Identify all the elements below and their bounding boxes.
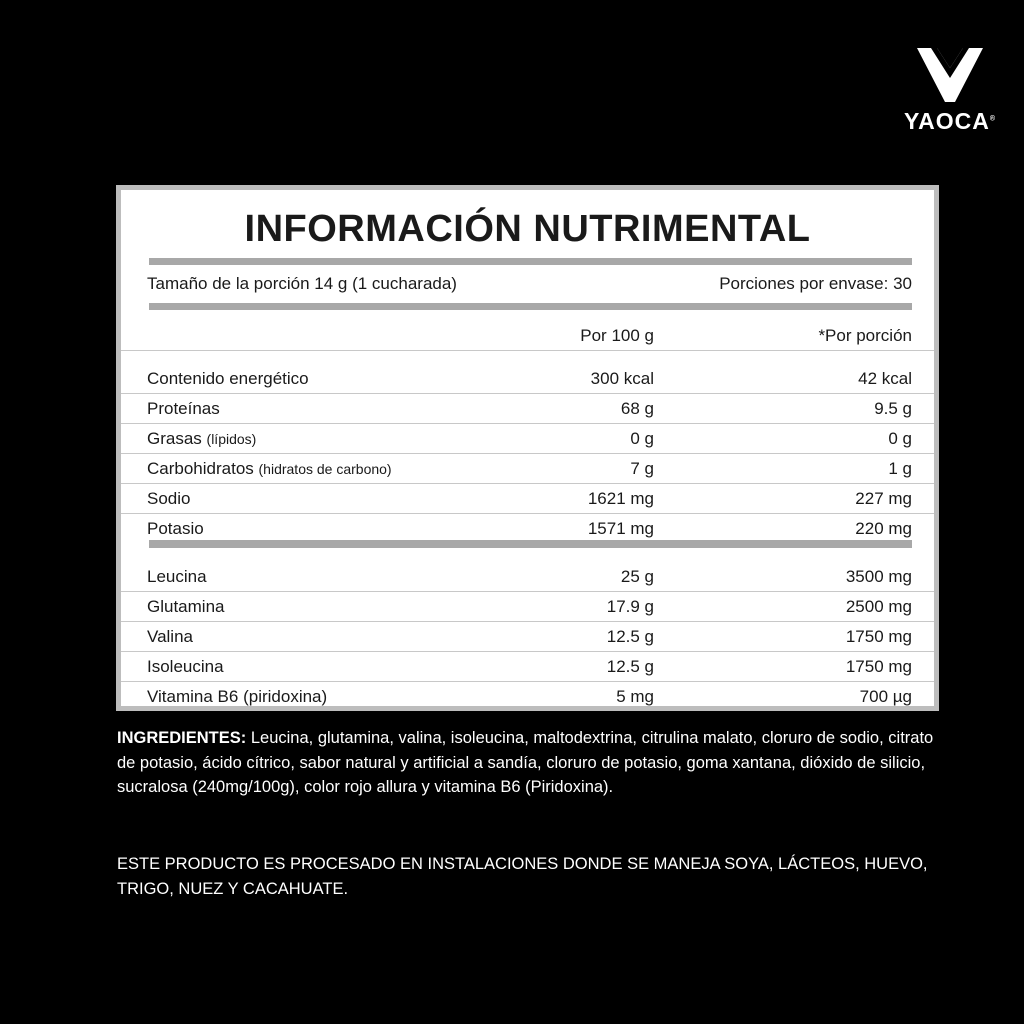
value-per-serving: 3500 mg	[845, 567, 912, 586]
value-per100: 12.5 g	[606, 627, 654, 646]
value-per100: 1621 mg	[587, 489, 654, 508]
serving-size: Tamaño de la porción 14 g (1 cucharada)	[147, 274, 457, 293]
value-per-serving: 220 mg	[855, 519, 912, 538]
row-divider	[121, 393, 934, 394]
row-divider	[121, 651, 934, 652]
brand-logo: YAOCA®	[900, 44, 1000, 135]
value-per-serving: 0 g	[888, 429, 912, 448]
nutrient-name: Contenido energético	[147, 369, 309, 388]
value-per100: 0 g	[630, 429, 654, 448]
value-per-serving: 9.5 g	[874, 399, 912, 418]
row-divider	[121, 350, 934, 351]
row-divider	[121, 621, 934, 622]
value-per-serving: 42 kcal	[858, 369, 912, 388]
nutrient-name: Glutamina	[147, 597, 225, 616]
value-per100: 12.5 g	[606, 657, 654, 676]
nutrient-name: Vitamina B6 (piridoxina)	[147, 687, 328, 706]
col-header-per-serving: *Por porción	[818, 326, 912, 345]
value-per-serving: 1 g	[888, 459, 912, 478]
divider-bar	[149, 258, 912, 265]
value-per100: 25 g	[620, 567, 654, 586]
row-divider	[121, 513, 934, 514]
yaoca-logo-icon	[917, 48, 983, 102]
value-per-serving: 227 mg	[855, 489, 912, 508]
brand-name: YAOCA®	[903, 108, 997, 134]
allergen-notice: ESTE PRODUCTO ES PROCESADO EN INSTALACIO…	[117, 855, 928, 898]
value-per-serving: 1750 mg	[845, 657, 912, 676]
row-divider	[121, 681, 934, 682]
row-divider	[121, 591, 934, 592]
nutrient-name: Proteínas	[147, 399, 220, 418]
servings-per-container: Porciones por envase: 30	[719, 274, 912, 293]
row-divider	[121, 453, 934, 454]
value-per100: 5 mg	[616, 687, 654, 706]
value-per100: 68 g	[620, 399, 654, 418]
value-per100: 1571 mg	[587, 519, 654, 538]
divider-bar	[149, 540, 912, 548]
value-per-serving: 1750 mg	[845, 627, 912, 646]
col-header-per100: Por 100 g	[580, 326, 654, 345]
nutrition-facts-panel: INFORMACIÓN NUTRIMENTAL Tamaño de la por…	[116, 185, 939, 711]
value-per100: 17.9 g	[606, 597, 654, 616]
divider-bar	[149, 303, 912, 310]
label-title: INFORMACIÓN NUTRIMENTAL	[244, 208, 811, 250]
value-per100: 300 kcal	[590, 369, 654, 388]
nutrient-name: Grasas (lípidos)	[147, 429, 257, 448]
ingredients: INGREDIENTES: Leucina, glutamina, valina…	[117, 729, 934, 796]
value-per100: 7 g	[630, 459, 654, 478]
nutrient-name: Carbohidratos (hidratos de carbono)	[147, 459, 392, 478]
nutrient-name: Leucina	[147, 567, 207, 586]
nutrient-name: Valina	[147, 627, 193, 646]
row-divider	[121, 483, 934, 484]
row-divider	[121, 423, 934, 424]
value-per-serving: 700 µg	[859, 687, 912, 706]
nutrient-name: Isoleucina	[147, 657, 224, 676]
nutrient-name: Potasio	[147, 519, 204, 538]
nutrient-name: Sodio	[147, 489, 191, 508]
value-per-serving: 2500 mg	[845, 597, 912, 616]
